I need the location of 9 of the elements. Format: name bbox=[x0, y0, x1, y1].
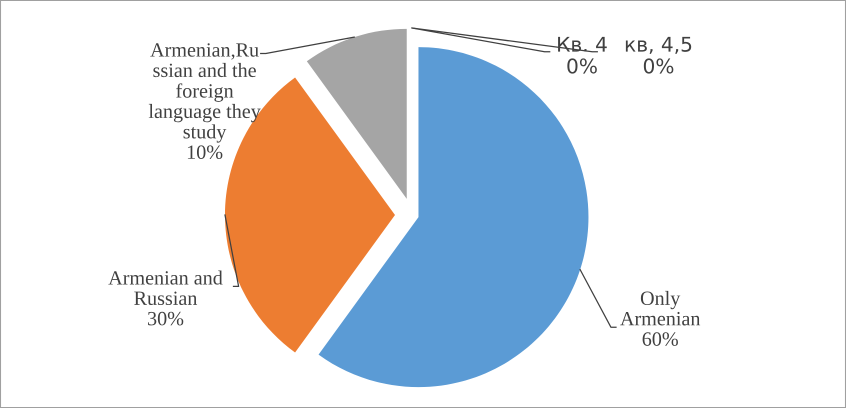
data-label: 60% bbox=[642, 332, 678, 346]
text: 0% bbox=[644, 58, 674, 74]
slice-label: Armenian and Russian bbox=[108, 270, 223, 306]
category-label: кв, 4,5 bbox=[626, 36, 692, 54]
slice-label: Armenian,Ru ssian and the foreign language they study bbox=[148, 43, 261, 143]
data-label: 10% bbox=[188, 145, 222, 160]
slice-label: Only Armenian bbox=[620, 290, 700, 326]
text: 0% bbox=[567, 58, 597, 74]
data-label: 30% bbox=[148, 312, 184, 326]
